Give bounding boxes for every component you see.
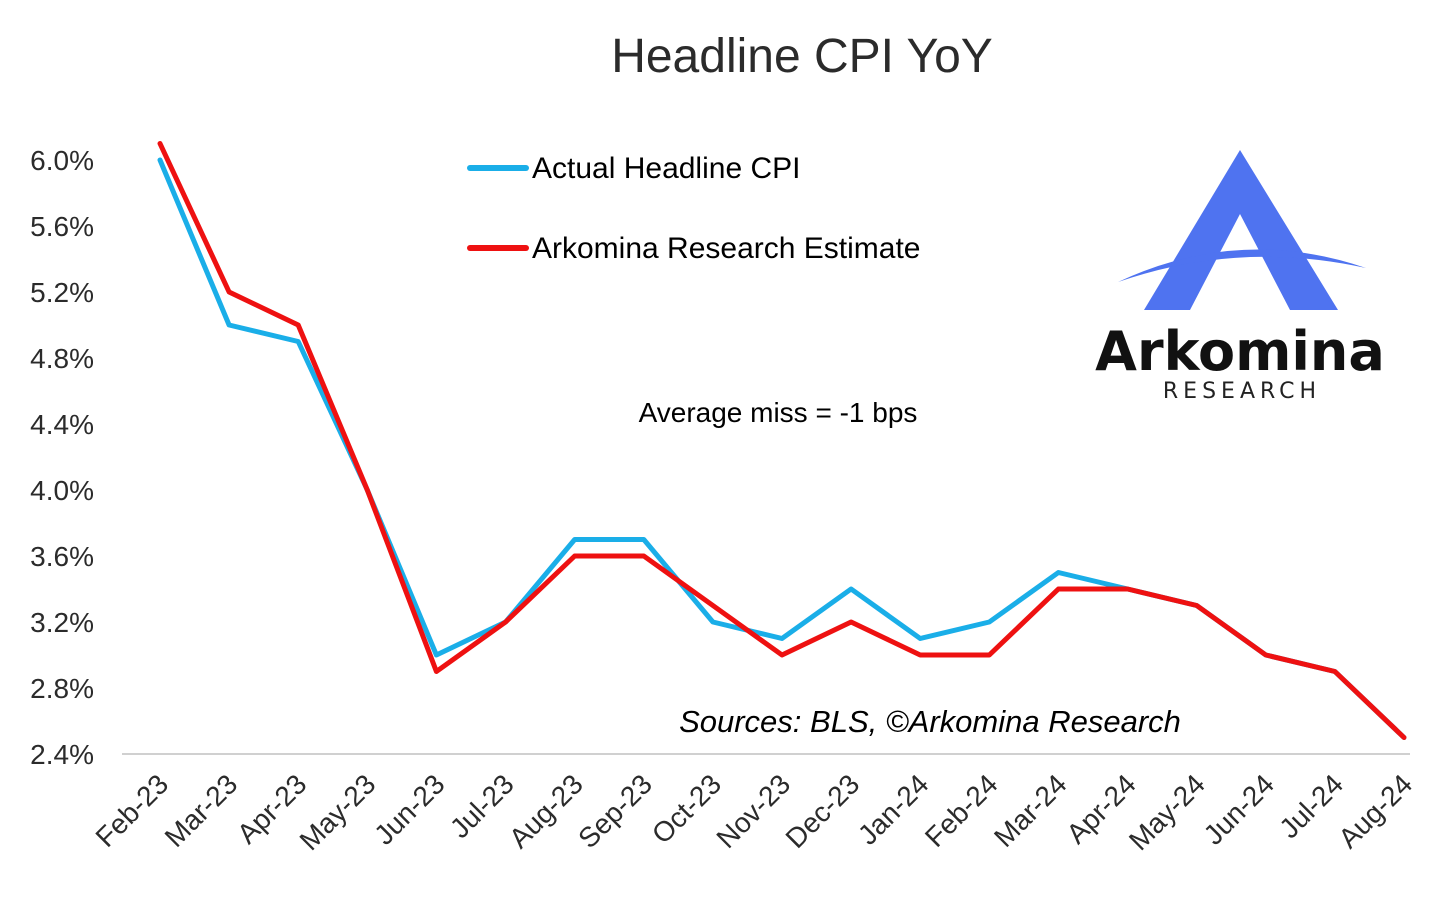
y-tick-label: 2.4% <box>30 739 94 770</box>
x-tick-label: Jun-24 <box>1198 768 1280 850</box>
y-tick-label: 5.2% <box>30 277 94 308</box>
x-tick-label: Feb-23 <box>90 768 175 853</box>
y-axis-ticks: 2.4% 2.8% 3.2% 3.6% 4.0% 4.4% 4.8% 5.2% 5.6% 6.0% <box>30 145 94 770</box>
logo-subtitle: RESEARCH <box>1163 379 1321 404</box>
x-axis-ticks: Feb-23Mar-23Apr-23May-23Jun-23Jul-23Aug-… <box>90 768 1419 856</box>
x-tick-label: Feb-24 <box>919 768 1004 853</box>
logo-name: Arkomina <box>1095 320 1385 383</box>
x-tick-label: Jun-23 <box>368 768 450 850</box>
x-tick-label: May-23 <box>294 768 382 856</box>
x-tick-label: Aug-24 <box>1332 768 1418 854</box>
x-tick-label: Aug-23 <box>503 768 589 854</box>
logo-a-icon <box>1144 150 1338 310</box>
x-tick-label: Mar-23 <box>159 768 244 853</box>
series-lines <box>157 141 1407 740</box>
y-tick-label: 3.6% <box>30 541 94 572</box>
x-tick-label: May-24 <box>1123 768 1211 856</box>
y-tick-label: 2.8% <box>30 673 94 704</box>
logo-arc-icon <box>1118 249 1366 282</box>
chart-title: Headline CPI YoY <box>611 30 993 83</box>
legend: Actual Headline CPI Arkomina Research Es… <box>467 152 920 265</box>
x-tick-label: Jan-24 <box>852 768 934 850</box>
sources-annotation: Sources: BLS, ©Arkomina Research <box>679 704 1181 739</box>
y-tick-label: 6.0% <box>30 145 94 176</box>
x-tick-label: Dec-23 <box>780 768 866 854</box>
y-tick-label: 3.2% <box>30 607 94 638</box>
y-tick-label: 4.4% <box>30 409 94 440</box>
series-line-estimate <box>157 141 1407 740</box>
y-tick-label: 4.8% <box>30 343 94 374</box>
y-tick-label: 5.6% <box>30 211 94 242</box>
average-miss-annotation: Average miss = -1 bps <box>639 397 918 428</box>
legend-label-estimate: Arkomina Research Estimate <box>532 232 920 265</box>
x-tick-label: Sep-23 <box>572 768 658 854</box>
y-tick-label: 4.0% <box>30 475 94 506</box>
x-tick-label: Mar-24 <box>988 768 1073 853</box>
legend-label-actual: Actual Headline CPI <box>532 152 800 185</box>
arkomina-logo: Arkomina RESEARCH <box>1095 150 1385 404</box>
x-tick-label: Nov-23 <box>710 768 796 854</box>
